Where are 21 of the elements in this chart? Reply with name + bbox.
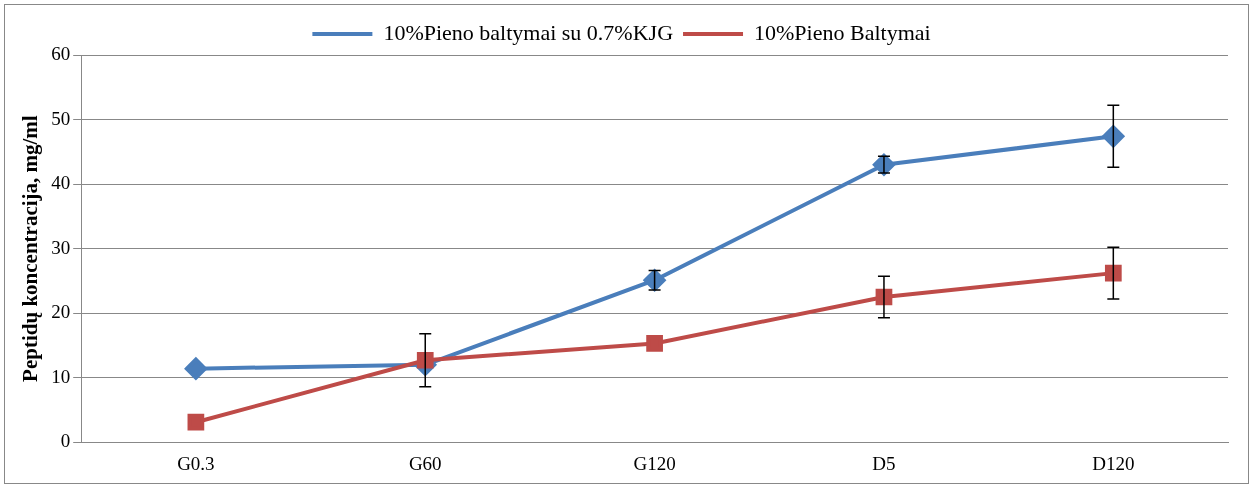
y-tick-label: 10: [51, 365, 71, 387]
y-tick-label: 40: [51, 172, 71, 194]
x-tick-label: D120: [1092, 452, 1135, 474]
y-tick-label: 30: [51, 236, 71, 258]
y-tick-label: 0: [60, 430, 71, 452]
point: [1104, 264, 1122, 282]
point: [646, 335, 663, 352]
x-tick-label: G60: [408, 452, 442, 474]
point: [187, 413, 205, 431]
legend-label: 10%Pieno baltymai su 0.7%KJG: [383, 19, 674, 45]
y-tick-label: 60: [51, 42, 71, 64]
legend-label: 10%Pieno Baltymai: [754, 19, 931, 45]
x-tick-label: D5: [872, 452, 896, 474]
x-tick-label: G0.3: [177, 452, 215, 474]
y-tick-label: 50: [51, 107, 71, 129]
point: [184, 357, 207, 380]
point: [872, 153, 895, 176]
x-tick-label: G120: [633, 452, 676, 474]
y-axis-title: Peptidų koncentracija, mg/ml: [18, 115, 43, 382]
y-tick-label: 20: [51, 301, 71, 323]
point: [1102, 125, 1125, 148]
